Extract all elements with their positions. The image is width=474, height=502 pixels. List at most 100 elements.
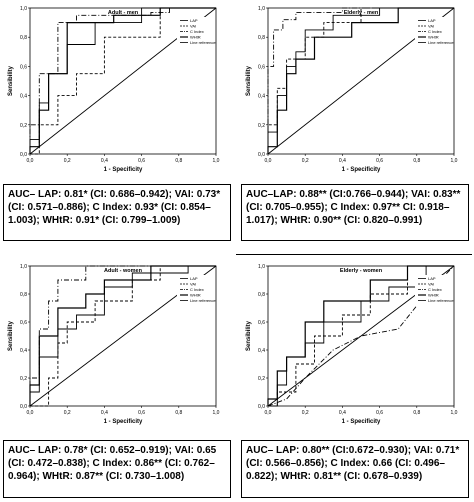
x-tick-label: 0,6 <box>376 158 383 164</box>
roc-chart-adult-men: 0,0 0,2 0,4 0,6 0,8 1,0 0,0 0,2 0,4 0,6 0,8 1,0 1 - … <box>8 6 220 173</box>
series-line-whtr <box>29 265 216 406</box>
y-tick-label: 0,2 <box>20 376 27 382</box>
y-tick-label: 0,6 <box>258 64 265 70</box>
legend-label: Line reference <box>428 40 454 45</box>
legend-label: LAP <box>428 276 436 281</box>
x-tick-label: 1,0 <box>451 158 458 164</box>
legend-label: WHtR <box>190 293 201 298</box>
y-tick-label: 0,8 <box>258 292 265 298</box>
roc-chart-elderly-men: 0,0 0,2 0,4 0,6 0,8 1,0 0,0 0,2 0,4 0,6 0,8 1,0 1 - … <box>246 6 458 173</box>
y-tick-label: 1,0 <box>258 6 265 12</box>
x-tick-label: 0,8 <box>413 410 420 416</box>
legend-label: VAI <box>428 282 434 287</box>
y-tick-label: 1,0 <box>258 264 265 270</box>
x-tick-label: 0,6 <box>138 158 145 164</box>
legend-label: C Index <box>428 29 442 34</box>
x-tick-label: 0,2 <box>302 410 309 416</box>
x-tick-label: 0,0 <box>265 158 272 164</box>
auc-caption-adult-women: AUC– LAP: 0.78* (CI: 0.652–0.919); VAI: … <box>3 440 231 498</box>
x-tick-label: 0,4 <box>339 410 346 416</box>
x-tick-label: 0,0 <box>27 410 34 416</box>
y-tick-label: 0,4 <box>20 348 27 354</box>
x-tick-label: 0,4 <box>101 158 108 164</box>
y-tick-label: 0,0 <box>258 404 265 410</box>
series-line-vai <box>30 265 216 407</box>
x-tick-label: 0,6 <box>138 410 145 416</box>
y-tick-label: 1,0 <box>20 264 27 270</box>
x-tick-label: 1,0 <box>213 410 220 416</box>
y-tick-label: 0,0 <box>20 404 27 410</box>
x-tick-label: 0,8 <box>413 158 420 164</box>
series-line-vai <box>268 265 454 407</box>
legend-label: C Index <box>428 287 442 292</box>
x-tick-label: 0,0 <box>27 158 34 164</box>
y-axis-label: Sensibility <box>246 65 252 96</box>
x-tick-label: 0,2 <box>64 158 71 164</box>
y-tick-label: 0,2 <box>20 123 27 129</box>
chart-title: Adult - women <box>104 268 143 274</box>
y-tick-label: 0,0 <box>258 152 265 158</box>
series-line-whtr <box>267 265 454 406</box>
y-tick-label: 0,0 <box>20 152 27 158</box>
y-axis-label: Sensibility <box>8 320 14 351</box>
legend-label: Line reference <box>190 298 216 303</box>
x-tick-label: 1,0 <box>451 410 458 416</box>
legend-label: Line reference <box>428 298 454 303</box>
legend-label: LAP <box>190 276 198 281</box>
roc-panel-elderly-women: 0,0 0,2 0,4 0,6 0,8 1,0 0,0 0,2 0,4 0,6 0,8 1,0 1 - … <box>240 258 466 430</box>
roc-panel-adult-women: 0,0 0,2 0,4 0,6 0,8 1,0 0,0 0,2 0,4 0,6 0,8 1,0 1 - … <box>2 258 228 430</box>
x-tick-label: 0,0 <box>265 410 272 416</box>
legend-label: C Index <box>190 29 204 34</box>
chart-title: Elderly - men <box>344 10 379 16</box>
legend-label: VAI <box>190 282 196 287</box>
y-tick-label: 0,8 <box>20 292 27 298</box>
y-tick-label: 0,2 <box>258 123 265 129</box>
chart-title: Elderly - women <box>340 268 383 274</box>
y-axis-label: Sensibility <box>246 320 252 351</box>
series-line-whtr <box>267 7 454 154</box>
auc-caption-elderly-women: AUC– LAP: 0.80** (CI:0.672–0.930); VAI: … <box>241 440 469 498</box>
x-tick-label: 0,2 <box>64 410 71 416</box>
legend-label: LAP <box>190 18 198 23</box>
y-tick-label: 1,0 <box>20 6 27 12</box>
legend-label: VAI <box>428 24 434 29</box>
x-tick-label: 0,2 <box>302 158 309 164</box>
y-tick-label: 0,4 <box>258 348 265 354</box>
x-tick-label: 0,8 <box>175 410 182 416</box>
y-tick-label: 0,8 <box>258 35 265 41</box>
y-tick-label: 0,2 <box>258 376 265 382</box>
y-axis-label: Sensibility <box>8 65 14 96</box>
x-tick-label: 0,8 <box>175 158 182 164</box>
y-tick-label: 0,6 <box>20 64 27 70</box>
legend-label: WHtR <box>428 35 439 40</box>
auc-caption-adult-men: AUC– LAP: 0.81* (CI: 0.686–0.942); VAI: … <box>3 184 231 241</box>
series-line-c-index <box>29 265 216 406</box>
x-axis-label: 1 - Specificity <box>104 167 143 173</box>
series-line-c-index <box>267 7 454 154</box>
x-tick-label: 0,6 <box>376 410 383 416</box>
legend-label: LAP <box>428 18 436 23</box>
x-tick-label: 0,4 <box>101 410 108 416</box>
chart-title: Adult - men <box>108 10 139 16</box>
legend-label: Line reference <box>190 40 216 45</box>
roc-chart-elderly-women: 0,0 0,2 0,4 0,6 0,8 1,0 0,0 0,2 0,4 0,6 0,8 1,0 1 - … <box>246 264 458 425</box>
roc-panel-adult-men: 0,0 0,2 0,4 0,6 0,8 1,0 0,0 0,2 0,4 0,6 0,8 1,0 1 - … <box>2 0 228 178</box>
y-tick-label: 0,4 <box>20 94 27 100</box>
x-tick-label: 0,4 <box>339 158 346 164</box>
x-axis-label: 1 - Specificity <box>104 419 143 425</box>
x-axis-label: 1 - Specificity <box>342 419 381 425</box>
legend-label: WHtR <box>428 293 439 298</box>
section-divider <box>236 254 472 255</box>
series-line-lap <box>268 265 454 407</box>
y-tick-label: 0,8 <box>20 35 27 41</box>
roc-chart-adult-women: 0,0 0,2 0,4 0,6 0,8 1,0 0,0 0,2 0,4 0,6 0,8 1,0 1 - … <box>8 264 220 425</box>
legend-label: VAI <box>190 24 196 29</box>
legend-label: WHtR <box>190 35 201 40</box>
y-tick-label: 0,6 <box>258 320 265 326</box>
x-tick-label: 1,0 <box>213 158 220 164</box>
roc-panel-elderly-men: 0,0 0,2 0,4 0,6 0,8 1,0 0,0 0,2 0,4 0,6 0,8 1,0 1 - … <box>240 0 466 178</box>
x-axis-label: 1 - Specificity <box>342 167 381 173</box>
series-line-vai <box>30 7 216 155</box>
legend-label: C Index <box>190 287 204 292</box>
y-tick-label: 0,4 <box>258 94 265 100</box>
